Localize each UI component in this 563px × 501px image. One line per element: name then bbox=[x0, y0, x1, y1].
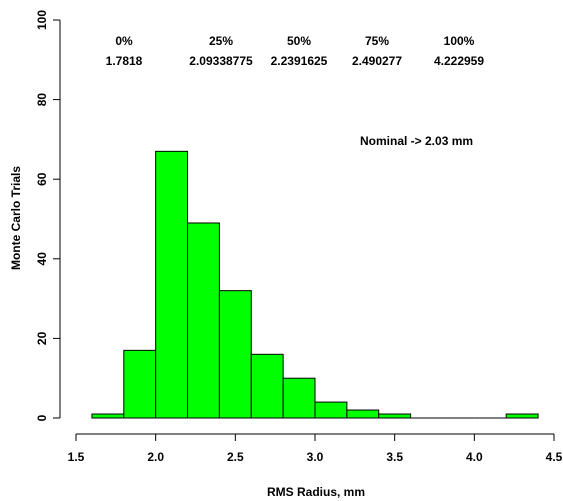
histogram-bar bbox=[378, 413, 412, 419]
quantile-label: 25% bbox=[209, 34, 233, 48]
histogram-bar bbox=[187, 222, 220, 419]
y-tick-label: 80 bbox=[35, 93, 49, 107]
y-tick-label: 60 bbox=[35, 172, 49, 186]
quantile-value: 2.490277 bbox=[352, 54, 402, 68]
histogram-bar bbox=[155, 150, 189, 419]
x-tick-label: 4.0 bbox=[466, 450, 483, 464]
x-tick-label: 1.5 bbox=[68, 450, 85, 464]
x-tick-label: 3.0 bbox=[307, 450, 324, 464]
annotation-nominal: Nominal -> 2.03 mm bbox=[360, 134, 473, 148]
y-tick-label: 0 bbox=[35, 414, 49, 421]
x-tick-label: 3.5 bbox=[386, 450, 403, 464]
quantile-value: 1.7818 bbox=[106, 54, 143, 68]
quantile-label: 100% bbox=[444, 34, 475, 48]
y-axis-title: Monte Carlo Trials bbox=[9, 166, 23, 270]
histogram-bar bbox=[346, 409, 380, 419]
y-tick-label: 100 bbox=[35, 10, 49, 30]
x-tick-label: 2.0 bbox=[147, 450, 164, 464]
quantile-value: 4.222959 bbox=[434, 54, 484, 68]
histogram-bar bbox=[218, 290, 252, 419]
y-axis: 0 20 40 60 80 100 bbox=[35, 10, 61, 421]
histogram-bar bbox=[123, 349, 157, 419]
quantile-label: 50% bbox=[287, 34, 311, 48]
y-tick-label: 40 bbox=[35, 252, 49, 266]
quantile-value: 2.09338775 bbox=[189, 54, 253, 68]
quantile-label: 0% bbox=[115, 34, 133, 48]
x-tick-label: 2.5 bbox=[227, 450, 244, 464]
histogram-bar bbox=[282, 377, 316, 419]
histogram-bar bbox=[91, 413, 125, 419]
histogram-bar bbox=[250, 353, 284, 419]
histogram-bars bbox=[91, 150, 539, 419]
x-tick-label: 4.5 bbox=[546, 450, 563, 464]
histogram-bar bbox=[505, 413, 539, 419]
y-tick-label: 20 bbox=[35, 331, 49, 345]
histogram-bar bbox=[314, 401, 348, 419]
quantile-value: 2.2391625 bbox=[271, 54, 328, 68]
x-axis-title: RMS Radius, mm bbox=[267, 485, 365, 499]
x-axis: 1.5 2.0 2.5 3.0 3.5 4.0 4.5 bbox=[68, 433, 563, 464]
quantile-label: 75% bbox=[365, 34, 389, 48]
quantile-table: 0% 1.7818 25% 2.09338775 50% 2.2391625 75% 2.49… bbox=[106, 34, 485, 68]
